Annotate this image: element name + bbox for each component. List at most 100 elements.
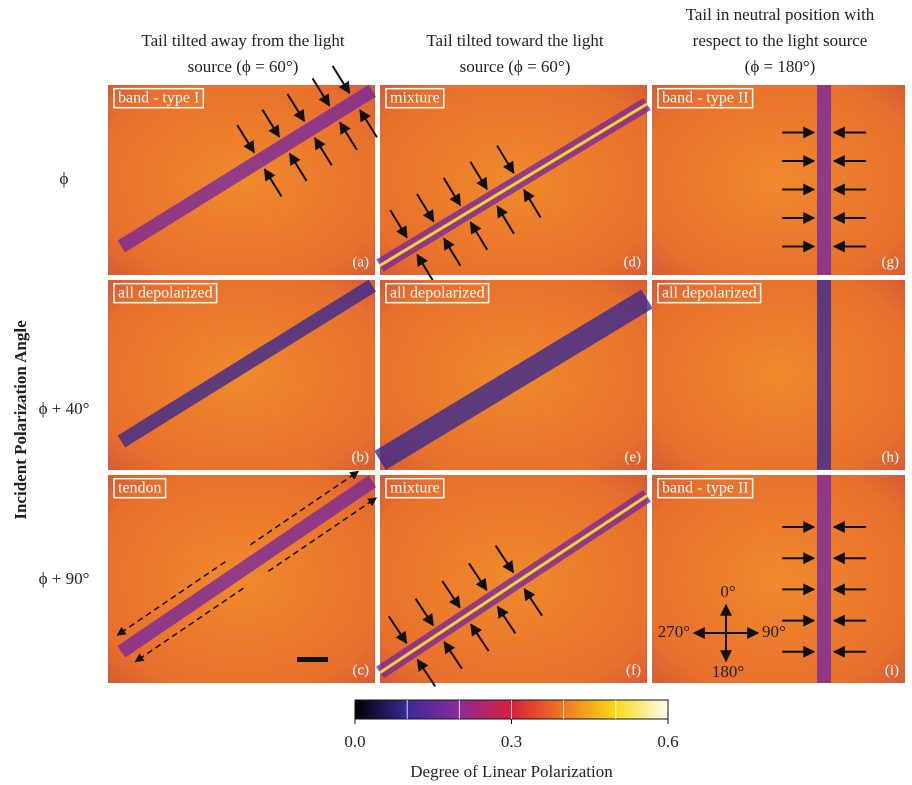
column-header: respect to the light source — [693, 31, 868, 50]
panel-tag: band - type II — [662, 480, 749, 497]
tail-band — [117, 84, 377, 253]
compass-label: 270° — [658, 622, 690, 641]
panel: all depolarized (b) — [108, 279, 377, 470]
tail-band — [374, 289, 653, 470]
panel-tag: all depolarized — [118, 285, 213, 302]
panel: band - type II (g) — [652, 85, 905, 275]
arrow — [469, 221, 489, 251]
panel-tag: tendon — [118, 480, 162, 497]
panel-tag: mixture — [390, 480, 440, 497]
panel: tendon (c) — [108, 470, 378, 683]
arrow — [496, 205, 515, 235]
column-header: source (ϕ = 60°) — [188, 57, 299, 76]
panel-tag-frame — [113, 282, 218, 304]
panel-tag: band - type II — [662, 90, 749, 107]
arrow — [416, 658, 437, 687]
arrow — [470, 623, 490, 652]
panel: all depolarized (e) — [374, 280, 653, 470]
panel-tag-frame — [657, 477, 754, 499]
panel-image — [652, 280, 905, 470]
column-header: Tail in neutral position with — [686, 5, 875, 24]
panel-letter: (g) — [882, 254, 900, 270]
arrow — [496, 605, 517, 634]
arrow — [236, 124, 255, 154]
arrow — [389, 209, 408, 239]
panel-tag: all depolarized — [390, 285, 485, 302]
panel-letter: (f) — [626, 662, 641, 678]
colorbar-tick-label: 0.0 — [344, 732, 365, 751]
panel-tag-frame — [113, 477, 167, 499]
arrow — [416, 253, 435, 283]
row-label: ϕ + 40° — [39, 399, 90, 418]
arrow — [286, 93, 306, 123]
compass-label: 90° — [762, 622, 786, 641]
arrow — [288, 152, 308, 182]
panel-letter: (i) — [885, 662, 899, 678]
row-label: ϕ + 90° — [39, 569, 90, 588]
panel: band - type I (a) — [108, 65, 378, 275]
arrow — [311, 77, 331, 107]
arrow — [267, 497, 378, 572]
panel: band - type II (i) — [652, 475, 905, 683]
arrow — [134, 587, 244, 663]
panel: mixture (d) — [376, 85, 651, 283]
tail-band — [379, 494, 648, 674]
panel-letter: (a) — [352, 254, 369, 270]
colorbar-label: Degree of Linear Polarization — [410, 762, 613, 781]
arrow — [261, 109, 281, 138]
arrow — [414, 598, 435, 627]
compass-label: 180° — [712, 662, 744, 681]
column-header: (ϕ = 180°) — [745, 57, 816, 76]
arrow — [496, 145, 515, 174]
arrow — [523, 189, 542, 218]
arrow — [388, 615, 408, 645]
arrow — [469, 161, 488, 191]
column-header: source (ϕ = 60°) — [460, 57, 571, 76]
arrow — [249, 470, 360, 546]
arrow — [359, 109, 378, 138]
arrow — [441, 580, 461, 609]
arrow — [116, 561, 226, 636]
arrow — [494, 545, 515, 574]
panel-tag: mixture — [390, 90, 440, 107]
tail-band — [379, 102, 648, 267]
compass-label: 0° — [720, 582, 735, 601]
arrow — [339, 121, 358, 151]
arrow — [314, 137, 333, 166]
panel-letter: (d) — [624, 254, 642, 270]
panel: all depolarized (h) — [652, 280, 905, 470]
arrow — [263, 168, 283, 198]
arrow — [331, 65, 351, 95]
panel: mixture (f) — [376, 475, 651, 687]
y-axis-label: Incident Polarization Angle — [11, 320, 30, 520]
tail-band — [117, 475, 377, 658]
panel-letter: (h) — [882, 449, 900, 465]
tail-band — [117, 279, 377, 448]
column-header: Tail tilted away from the light — [141, 31, 345, 50]
panel-tag-frame — [385, 87, 445, 109]
panel-tag-frame — [385, 477, 445, 499]
arrow — [443, 641, 463, 670]
panel-tag-frame — [385, 282, 490, 304]
colorbar-tick-label: 0.6 — [657, 732, 678, 751]
arrow — [468, 562, 488, 592]
column-header: Tail tilted toward the light — [426, 31, 604, 50]
panel-letter: (b) — [352, 449, 370, 465]
panel-image — [652, 85, 905, 275]
scale-bar — [297, 657, 328, 662]
panel-tag: all depolarized — [662, 285, 757, 302]
panel-tag-frame — [657, 282, 762, 304]
panel-letter: (c) — [352, 662, 369, 678]
colorbar-tick-label: 0.3 — [501, 732, 522, 751]
panel-tag-frame — [657, 87, 754, 109]
panel-tag: band - type I — [118, 90, 199, 107]
arrow — [443, 237, 462, 267]
arrow — [523, 588, 543, 617]
arrow — [416, 193, 435, 223]
panel-tag-frame — [113, 87, 205, 109]
panel-image — [652, 475, 905, 683]
row-label: ϕ — [60, 169, 69, 188]
arrow — [442, 177, 462, 207]
panel-letter: (e) — [624, 449, 641, 465]
